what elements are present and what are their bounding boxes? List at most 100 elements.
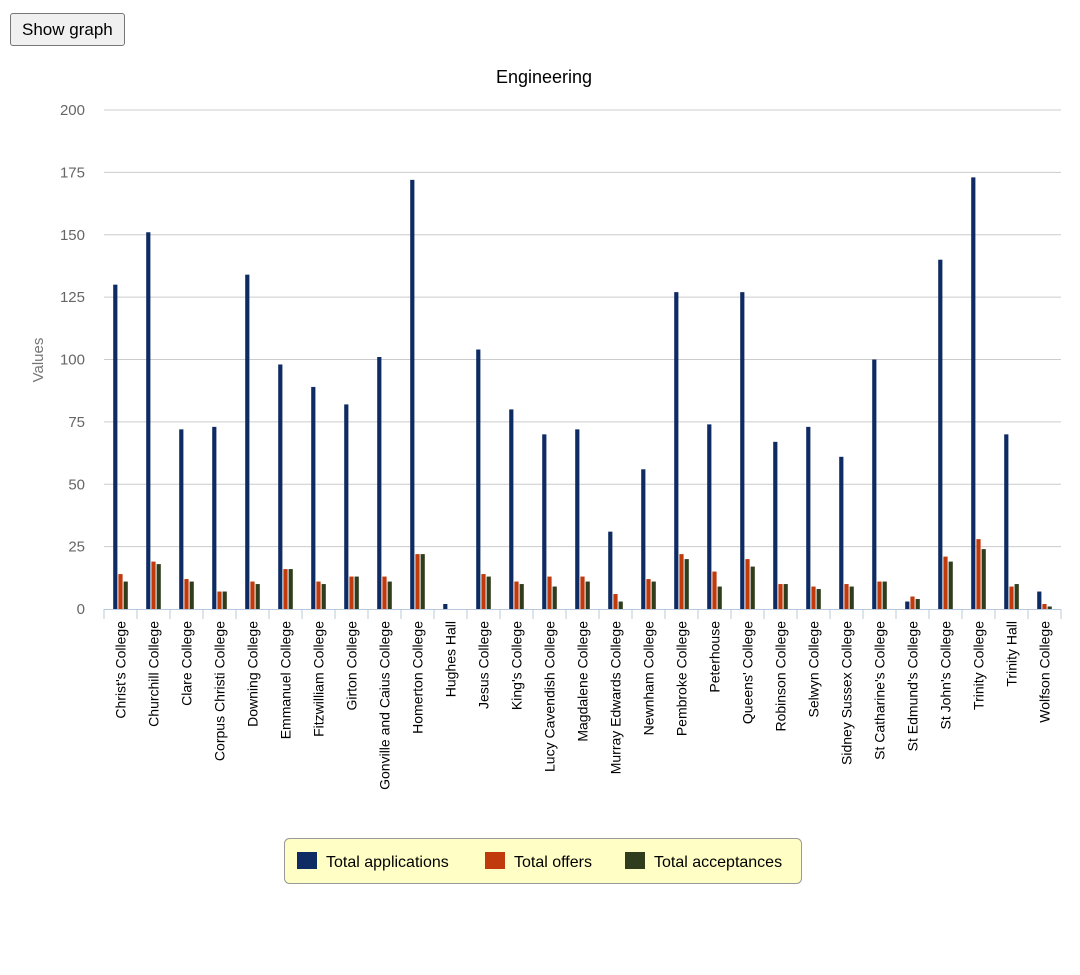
bar [778,584,783,609]
bar [156,564,161,609]
x-tick-label: Wolfson College [1037,621,1053,723]
x-tick-label: Gonville and Caius College [377,621,393,790]
bar [745,559,750,609]
x-tick-label: Downing College [245,621,261,727]
bar [938,259,943,609]
bar [382,576,387,609]
bar [580,576,585,609]
bar [349,576,354,609]
x-tick-label: Homerton College [410,621,426,734]
bar [717,586,722,609]
bar [255,584,260,609]
bar [547,576,552,609]
bar [1037,591,1042,609]
bar [618,601,623,609]
bar [151,561,156,609]
bar [684,559,689,609]
bar [1009,586,1014,609]
bar [222,591,227,609]
bar [1042,604,1047,609]
legend: Total applications Total offers Total acce… [284,838,802,884]
x-tick-label: Murray Edwards College [608,621,624,774]
x-tick-label: Hughes Hall [443,621,459,697]
x-tick-label: St Catharine's College [872,621,888,760]
x-tick-label: Newnham College [641,621,657,736]
x-tick-label: Emmanuel College [278,621,294,739]
y-tick-label: 0 [77,601,85,618]
bar [552,586,557,609]
x-tick-label: Lucy Cavendish College [542,621,558,772]
x-tick-label: Magdalene College [575,621,591,742]
show-graph-button[interactable]: Show graph [10,13,125,46]
bar [613,594,618,609]
legend-label: Total acceptances [654,854,782,871]
x-tick-label: Peterhouse [707,621,723,693]
x-tick-label: Corpus Christi College [212,621,228,761]
legend-box [284,838,802,884]
y-tick-label: 200 [60,102,85,119]
x-tick-label: Jesus College [476,621,492,709]
bar [123,581,128,609]
legend-label: Total applications [326,854,449,871]
x-tick-label: Trinity College [971,621,987,710]
y-tick-label: 150 [60,227,85,244]
bar [839,456,844,609]
bar [641,469,646,609]
bar [189,581,194,609]
bar [217,591,222,609]
bar [707,424,712,609]
y-axis-label: Values [30,338,47,383]
bar [773,441,778,609]
bar [377,357,382,609]
legend-swatch [485,852,505,869]
x-tick-label: Trinity Hall [1004,621,1020,687]
bar [948,561,953,609]
bar [750,566,755,609]
bar [118,574,123,609]
bar [872,359,877,609]
bar [740,292,745,609]
bar [976,539,981,609]
bar [245,274,250,609]
bar [288,569,293,609]
bar [712,571,717,609]
bar [882,581,887,609]
bar [575,429,580,609]
bar [278,364,283,609]
bar [783,584,788,609]
legend-label: Total offers [514,854,592,871]
bar [184,579,189,609]
bar [679,554,684,609]
x-axis-tick-labels: Christ's College Churchill College Clare C… [113,621,1053,790]
x-tick-label: Robinson College [773,621,789,732]
bar [410,179,415,610]
bar [971,177,976,610]
bar [981,549,986,609]
x-tick-label: Churchill College [146,621,162,727]
bar [250,581,255,609]
bar [849,586,854,609]
bar [646,579,651,609]
y-tick-label: 100 [60,352,85,369]
bar [585,581,590,609]
y-tick-label: 125 [60,289,85,306]
bar [651,581,656,609]
x-tick-label: Queens' College [740,621,756,724]
x-tick-label: Christ's College [113,621,129,719]
bar [321,584,326,609]
x-tick-label: Sidney Sussex College [839,621,855,765]
y-tick-label: 25 [68,539,85,556]
bar [179,429,184,609]
bar [344,404,349,609]
bar [486,576,491,609]
bar [387,581,392,609]
bars [113,177,1052,610]
bar [113,284,118,609]
bar [816,589,821,609]
y-tick-label: 50 [68,476,85,493]
bar [316,581,321,609]
bar [905,601,910,609]
bar [212,426,217,609]
bar [443,604,448,609]
